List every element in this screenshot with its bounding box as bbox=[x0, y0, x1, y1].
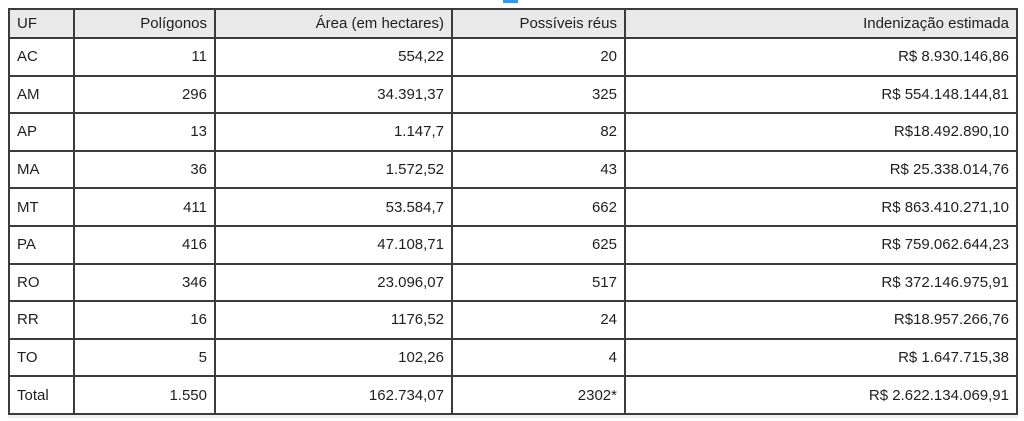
cell-indenizacao: R$18.957.266,76 bbox=[624, 300, 1018, 340]
cell-area: 1176,52 bbox=[214, 300, 453, 340]
cell-uf: MT bbox=[8, 187, 75, 227]
cell-indenizacao: R$ 863.410.271,10 bbox=[624, 187, 1018, 227]
data-table: UF Polígonos Área (em hectares) Possíveis r… bbox=[8, 8, 1018, 415]
cell-reus: 325 bbox=[451, 74, 626, 115]
cell-uf: MA bbox=[8, 149, 75, 190]
header-row: UF Polígonos Área (em hectares) Possíveis r… bbox=[8, 8, 1018, 39]
cell-reus: 20 bbox=[451, 37, 626, 77]
cell-indenizacao: R$ 372.146.975,91 bbox=[624, 262, 1018, 303]
table-row: AC 11 554,22 20 R$ 8.930.146,86 bbox=[8, 37, 1018, 77]
table-row: TO 5 102,26 4 R$ 1.647.715,38 bbox=[8, 337, 1018, 378]
table-row: AP 13 1.147,7 82 R$18.492.890,10 bbox=[8, 112, 1018, 152]
table-body: AC 11 554,22 20 R$ 8.930.146,86 AM 296 34.391,3… bbox=[8, 37, 1018, 415]
cell-area: 23.096,07 bbox=[214, 262, 453, 303]
cell-reus: 4 bbox=[451, 337, 626, 378]
cell-reus: 82 bbox=[451, 112, 626, 152]
cell-indenizacao: R$ 554.148.144,81 bbox=[624, 74, 1018, 115]
column-header-indenizacao: Indenização estimada bbox=[624, 8, 1018, 39]
cell-indenizacao: R$18.492.890,10 bbox=[624, 112, 1018, 152]
cell-poligonos: 416 bbox=[73, 224, 216, 265]
table-row: PA 416 47.108,71 625 R$ 759.062.644,23 bbox=[8, 224, 1018, 265]
cell-poligonos: 1.550 bbox=[73, 375, 216, 415]
cell-reus: 24 bbox=[451, 300, 626, 340]
cell-reus: 43 bbox=[451, 149, 626, 190]
cell-poligonos: 16 bbox=[73, 300, 216, 340]
table-row: RR 16 1176,52 24 R$18.957.266,76 bbox=[8, 300, 1018, 340]
column-header-reus: Possíveis réus bbox=[451, 8, 626, 39]
cell-poligonos: 13 bbox=[73, 112, 216, 152]
table-row: RO 346 23.096,07 517 R$ 372.146.975,91 bbox=[8, 262, 1018, 303]
column-header-area: Área (em hectares) bbox=[214, 8, 453, 39]
cell-uf: AM bbox=[8, 74, 75, 115]
cell-area: 162.734,07 bbox=[214, 375, 453, 415]
cell-indenizacao: R$ 8.930.146,86 bbox=[624, 37, 1018, 77]
total-row: Total 1.550 162.734,07 2302* R$ 2.622.134.06… bbox=[8, 375, 1018, 415]
cell-area: 34.391,37 bbox=[214, 74, 453, 115]
column-header-uf: UF bbox=[8, 8, 75, 39]
table-row: AM 296 34.391,37 325 R$ 554.148.144,81 bbox=[8, 74, 1018, 115]
cell-poligonos: 11 bbox=[73, 37, 216, 77]
cell-indenizacao: R$ 25.338.014,76 bbox=[624, 149, 1018, 190]
cell-poligonos: 36 bbox=[73, 149, 216, 190]
cell-uf: RR bbox=[8, 300, 75, 340]
cell-uf: AC bbox=[8, 37, 75, 77]
cell-poligonos: 411 bbox=[73, 187, 216, 227]
cell-reus: 625 bbox=[451, 224, 626, 265]
cell-area: 47.108,71 bbox=[214, 224, 453, 265]
cell-indenizacao: R$ 2.622.134.069,91 bbox=[624, 375, 1018, 415]
cell-reus: 2302* bbox=[451, 375, 626, 415]
cell-reus: 662 bbox=[451, 187, 626, 227]
cell-indenizacao: R$ 1.647.715,38 bbox=[624, 337, 1018, 378]
cell-uf: TO bbox=[8, 337, 75, 378]
table-row: MT 411 53.584,7 662 R$ 863.410.271,10 bbox=[8, 187, 1018, 227]
cell-area: 554,22 bbox=[214, 37, 453, 77]
cell-poligonos: 5 bbox=[73, 337, 216, 378]
cell-uf: RO bbox=[8, 262, 75, 303]
cell-uf: Total bbox=[8, 375, 75, 415]
cell-area: 53.584,7 bbox=[214, 187, 453, 227]
column-header-poligonos: Polígonos bbox=[73, 8, 216, 39]
cell-area: 1.572,52 bbox=[214, 149, 453, 190]
table-row: MA 36 1.572,52 43 R$ 25.338.014,76 bbox=[8, 149, 1018, 190]
cell-indenizacao: R$ 759.062.644,23 bbox=[624, 224, 1018, 265]
cell-uf: AP bbox=[8, 112, 75, 152]
cell-poligonos: 346 bbox=[73, 262, 216, 303]
cell-area: 1.147,7 bbox=[214, 112, 453, 152]
cell-poligonos: 296 bbox=[73, 74, 216, 115]
cell-uf: PA bbox=[8, 224, 75, 265]
cropped-blue-link-artifact bbox=[503, 0, 518, 3]
cell-area: 102,26 bbox=[214, 337, 453, 378]
cell-reus: 517 bbox=[451, 262, 626, 303]
table-container: UF Polígonos Área (em hectares) Possíveis r… bbox=[8, 8, 1018, 415]
